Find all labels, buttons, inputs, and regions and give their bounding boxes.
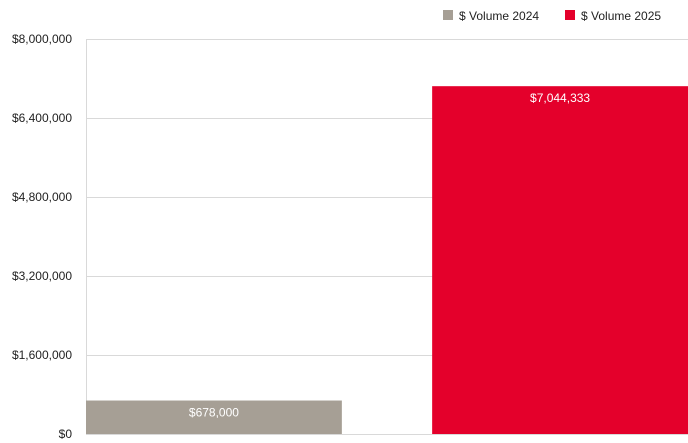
y-axis: $0 $1,600,000 $3,200,000 $4,800,000 $6,400,0…: [12, 32, 87, 441]
bars: [86, 86, 688, 434]
data-labels: $678,000 $7,044,333: [189, 91, 591, 419]
legend-label-2025: $ Volume 2025: [581, 9, 661, 23]
y-tick-label: $8,000,000: [12, 32, 72, 46]
legend: $ Volume 2024 $ Volume 2025: [443, 9, 661, 23]
y-tick-label: $3,200,000: [12, 269, 72, 283]
legend-swatch-2025: [565, 10, 575, 20]
legend-swatch-2024: [443, 10, 453, 20]
y-tick-label: $0: [59, 427, 73, 441]
legend-label-2024: $ Volume 2024: [459, 9, 539, 23]
bar-value-label: $7,044,333: [530, 91, 590, 105]
y-tick-label: $4,800,000: [12, 190, 72, 204]
gridlines: [86, 39, 688, 435]
y-tick-label: $6,400,000: [12, 111, 72, 125]
bar-2: [432, 86, 688, 434]
bar-1: [86, 400, 342, 434]
y-tick-label: $1,600,000: [12, 348, 72, 362]
bar-value-label: $678,000: [189, 406, 239, 420]
